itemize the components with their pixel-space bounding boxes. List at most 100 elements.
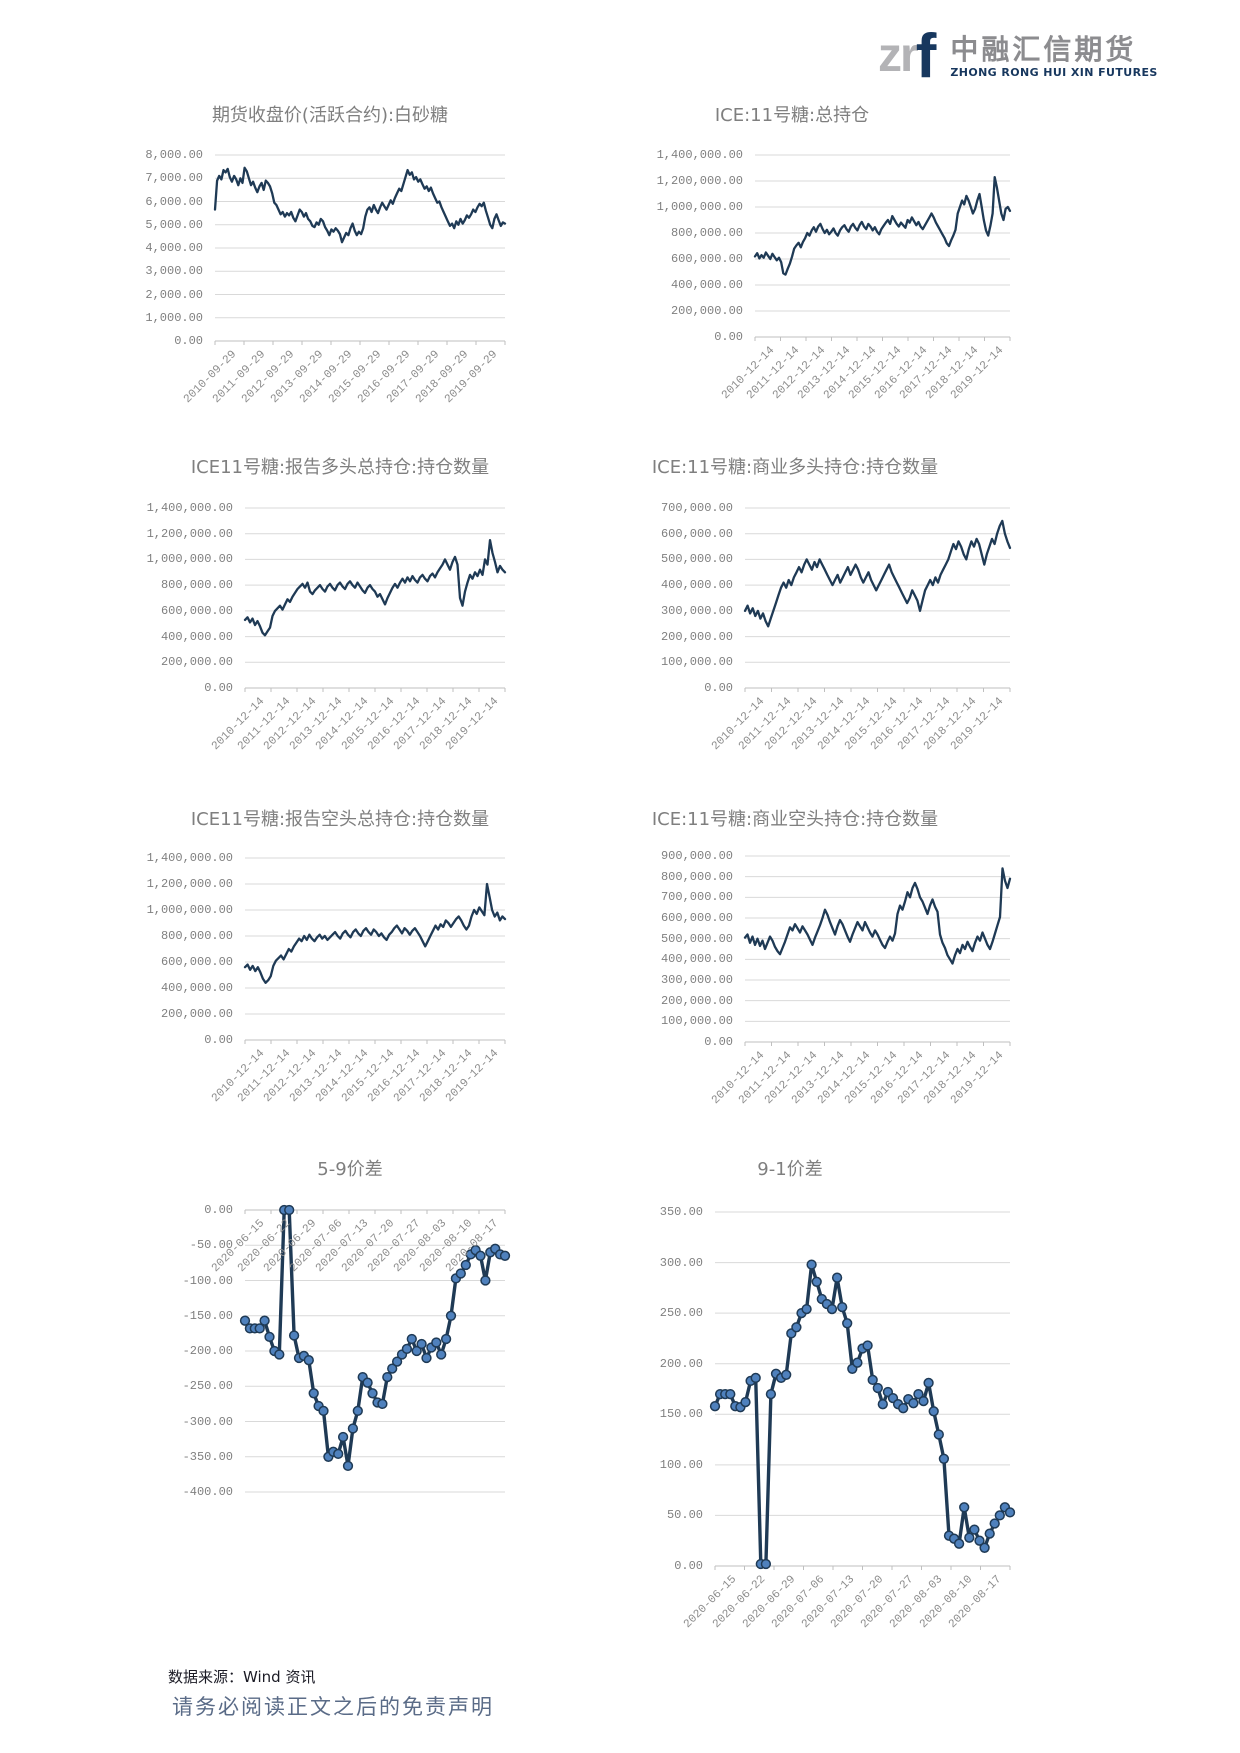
- data-point-marker: [953, 1538, 965, 1549]
- data-point-marker: [898, 1403, 909, 1414]
- y-tick-label: 200,000.00: [160, 655, 233, 670]
- y-tick-label: 1,400,000.00: [656, 148, 743, 162]
- y-tick-label: 300,000.00: [660, 603, 733, 618]
- company-name-cn: 中融汇信期货: [950, 33, 1137, 66]
- chart-canvas: [243, 507, 507, 692]
- data-point-marker: [918, 1395, 929, 1407]
- data-point-marker: [367, 1388, 378, 1399]
- y-tick-label: 0.00: [204, 1203, 233, 1217]
- y-tick-label: 500,000.00: [660, 931, 733, 946]
- y-tick-label: 3,000.00: [145, 264, 203, 279]
- y-tick-label: 800,000.00: [670, 226, 743, 240]
- y-tick-label: 200,000.00: [670, 304, 743, 318]
- data-point-marker: [872, 1382, 883, 1394]
- y-tick-label: 1,400,000.00: [146, 501, 233, 515]
- data-line: [243, 538, 507, 637]
- data-line: [243, 882, 507, 984]
- y-tick-label: 100,000.00: [660, 655, 733, 670]
- y-tick-label: -100.00: [182, 1273, 233, 1288]
- data-line: [213, 166, 507, 244]
- data-point-marker: [994, 1510, 1005, 1521]
- y-tick-label: 900,000.00: [660, 849, 733, 863]
- data-line: [743, 519, 1012, 628]
- data-point-marker: [811, 1276, 822, 1287]
- y-tick-label: 800,000.00: [160, 578, 233, 593]
- data-point-marker: [333, 1448, 344, 1460]
- data-point-marker: [264, 1331, 275, 1343]
- y-tick-label: 1,400,000.00: [146, 851, 233, 865]
- y-tick-label: 0.00: [674, 1559, 703, 1573]
- y-tick-label: 1,200,000.00: [146, 526, 233, 541]
- data-point-marker: [740, 1396, 751, 1408]
- data-line: [753, 175, 1012, 276]
- data-point-marker: [431, 1337, 442, 1348]
- y-tick-label: 200,000.00: [160, 1007, 233, 1021]
- data-source-note: 数据来源：Wind 资讯: [168, 1668, 316, 1686]
- data-point-marker: [969, 1524, 980, 1535]
- y-tick-label: 1,000,000.00: [146, 903, 233, 917]
- data-point-marker: [308, 1388, 319, 1399]
- data-point-marker: [933, 1429, 944, 1440]
- data-point-marker: [984, 1528, 995, 1539]
- data-point-marker: [959, 1502, 970, 1513]
- data-point-marker: [475, 1250, 486, 1261]
- data-point-marker: [362, 1377, 373, 1388]
- y-tick-label: 0.00: [704, 681, 733, 695]
- y-tick-label: 600,000.00: [160, 603, 233, 618]
- chart-canvas: [743, 855, 1012, 1046]
- data-point-marker: [421, 1352, 432, 1364]
- data-point-marker: [765, 1388, 777, 1400]
- data-point-marker: [989, 1518, 1000, 1529]
- y-tick-label: 0.00: [704, 1035, 733, 1049]
- disclaimer-note: 请务必阅读正文之后的免责声明: [172, 1695, 494, 1719]
- data-point-marker: [445, 1310, 457, 1321]
- y-tick-label: 500,000.00: [660, 552, 733, 567]
- data-point-marker: [391, 1356, 403, 1367]
- data-point-marker: [806, 1259, 817, 1270]
- y-tick-label: 600,000.00: [670, 252, 743, 266]
- data-point-marker: [303, 1355, 314, 1366]
- y-tick-label: -250.00: [182, 1379, 233, 1394]
- y-tick-label: 100.00: [659, 1457, 703, 1472]
- data-point-marker: [974, 1535, 985, 1546]
- logo-names: 中融汇信期货 ZHONG RONG HUI XIN FUTURES: [950, 26, 1157, 80]
- y-tick-label: 400,000.00: [660, 952, 733, 967]
- data-point-marker: [928, 1406, 939, 1417]
- data-point-marker: [342, 1460, 354, 1472]
- y-tick-label: 200.00: [659, 1356, 703, 1371]
- logo-zr-text: zr: [878, 29, 919, 82]
- chart-canvas: [709, 1211, 1016, 1570]
- y-tick-label: -50.00: [189, 1238, 233, 1253]
- data-point-marker: [725, 1388, 736, 1400]
- data-point-marker: [382, 1371, 393, 1383]
- data-point-marker: [239, 1315, 251, 1326]
- data-point-marker: [411, 1345, 422, 1357]
- y-tick-label: 800,000.00: [660, 869, 733, 884]
- chart-title: 9-1价差: [757, 1159, 823, 1180]
- data-point-marker: [352, 1405, 363, 1417]
- y-tick-label: 150.00: [659, 1407, 703, 1422]
- y-tick-label: 0.00: [204, 1033, 233, 1047]
- y-tick-label: 800,000.00: [160, 929, 233, 943]
- y-tick-label: 400,000.00: [160, 629, 233, 644]
- y-tick-label: 4,000.00: [145, 241, 203, 255]
- y-tick-label: 250.00: [659, 1306, 703, 1321]
- y-tick-label: 50.00: [666, 1508, 703, 1523]
- chart-title: 期货收盘价(活跃合约):白砂糖: [211, 105, 449, 126]
- data-point-marker: [460, 1259, 471, 1271]
- company-logo: zr f 中融汇信期货 ZHONG RONG HUI XIN FUTURES: [878, 26, 1158, 88]
- y-tick-label: 7,000.00: [145, 171, 203, 186]
- y-tick-label: 350.00: [659, 1205, 703, 1219]
- y-tick-label: -150.00: [182, 1308, 233, 1323]
- data-point-marker: [709, 1401, 721, 1412]
- data-point-marker: [259, 1315, 270, 1326]
- y-tick-label: -300.00: [182, 1414, 233, 1429]
- y-tick-label: 200,000.00: [660, 993, 733, 1008]
- y-tick-label: -200.00: [182, 1344, 233, 1358]
- data-point-marker: [750, 1372, 761, 1384]
